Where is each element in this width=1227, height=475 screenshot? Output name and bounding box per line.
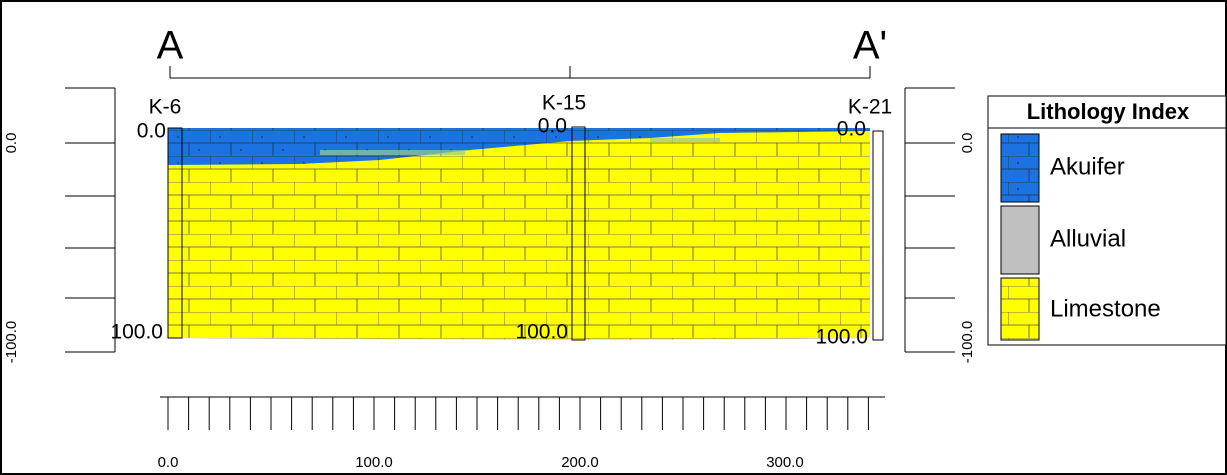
section-line xyxy=(170,66,870,78)
lens xyxy=(650,138,720,142)
legend-title: Lithology Index xyxy=(1027,99,1190,124)
well-name: K-15 xyxy=(542,92,586,115)
cross-section: A A' 0.0 -100.0 0.0 -100.0 0.0 100.0 200… xyxy=(0,0,1227,475)
well-name: K-21 xyxy=(848,96,892,119)
bottom-axis xyxy=(160,397,885,430)
legend-swatch xyxy=(1001,134,1039,202)
left-axis xyxy=(65,88,115,352)
well-bottom: 100.0 xyxy=(110,321,163,344)
right-axis-label: -100.0 xyxy=(959,321,976,364)
well-name: K-6 xyxy=(149,96,182,119)
legend-swatch xyxy=(1001,206,1039,274)
right-axis-label: 0.0 xyxy=(959,133,976,154)
legend: Lithology Index Akuifer Alluvial Limesto… xyxy=(988,96,1226,345)
left-axis-label: -100.0 xyxy=(3,321,20,364)
well-bottom: 100.0 xyxy=(815,326,868,349)
legend-item: Alluvial xyxy=(1050,225,1126,252)
legend-swatch xyxy=(1001,278,1039,340)
section-start: A xyxy=(157,24,184,68)
lens xyxy=(320,150,465,155)
left-axis-label: 0.0 xyxy=(3,133,20,154)
well-top: 0.0 xyxy=(837,118,866,141)
bottom-axis-label: 0.0 xyxy=(158,454,179,471)
bottom-axis-label: 100.0 xyxy=(355,454,393,471)
well-top: 0.0 xyxy=(538,115,567,138)
well-top: 0.0 xyxy=(137,120,166,143)
right-axis xyxy=(905,88,955,352)
well-bottom: 100.0 xyxy=(515,321,568,344)
legend-item: Akuifer xyxy=(1050,153,1125,180)
legend-item: Limestone xyxy=(1050,295,1161,322)
bottom-axis-label: 300.0 xyxy=(766,454,804,471)
bottom-axis-label: 200.0 xyxy=(561,454,599,471)
section-end: A' xyxy=(853,24,887,68)
